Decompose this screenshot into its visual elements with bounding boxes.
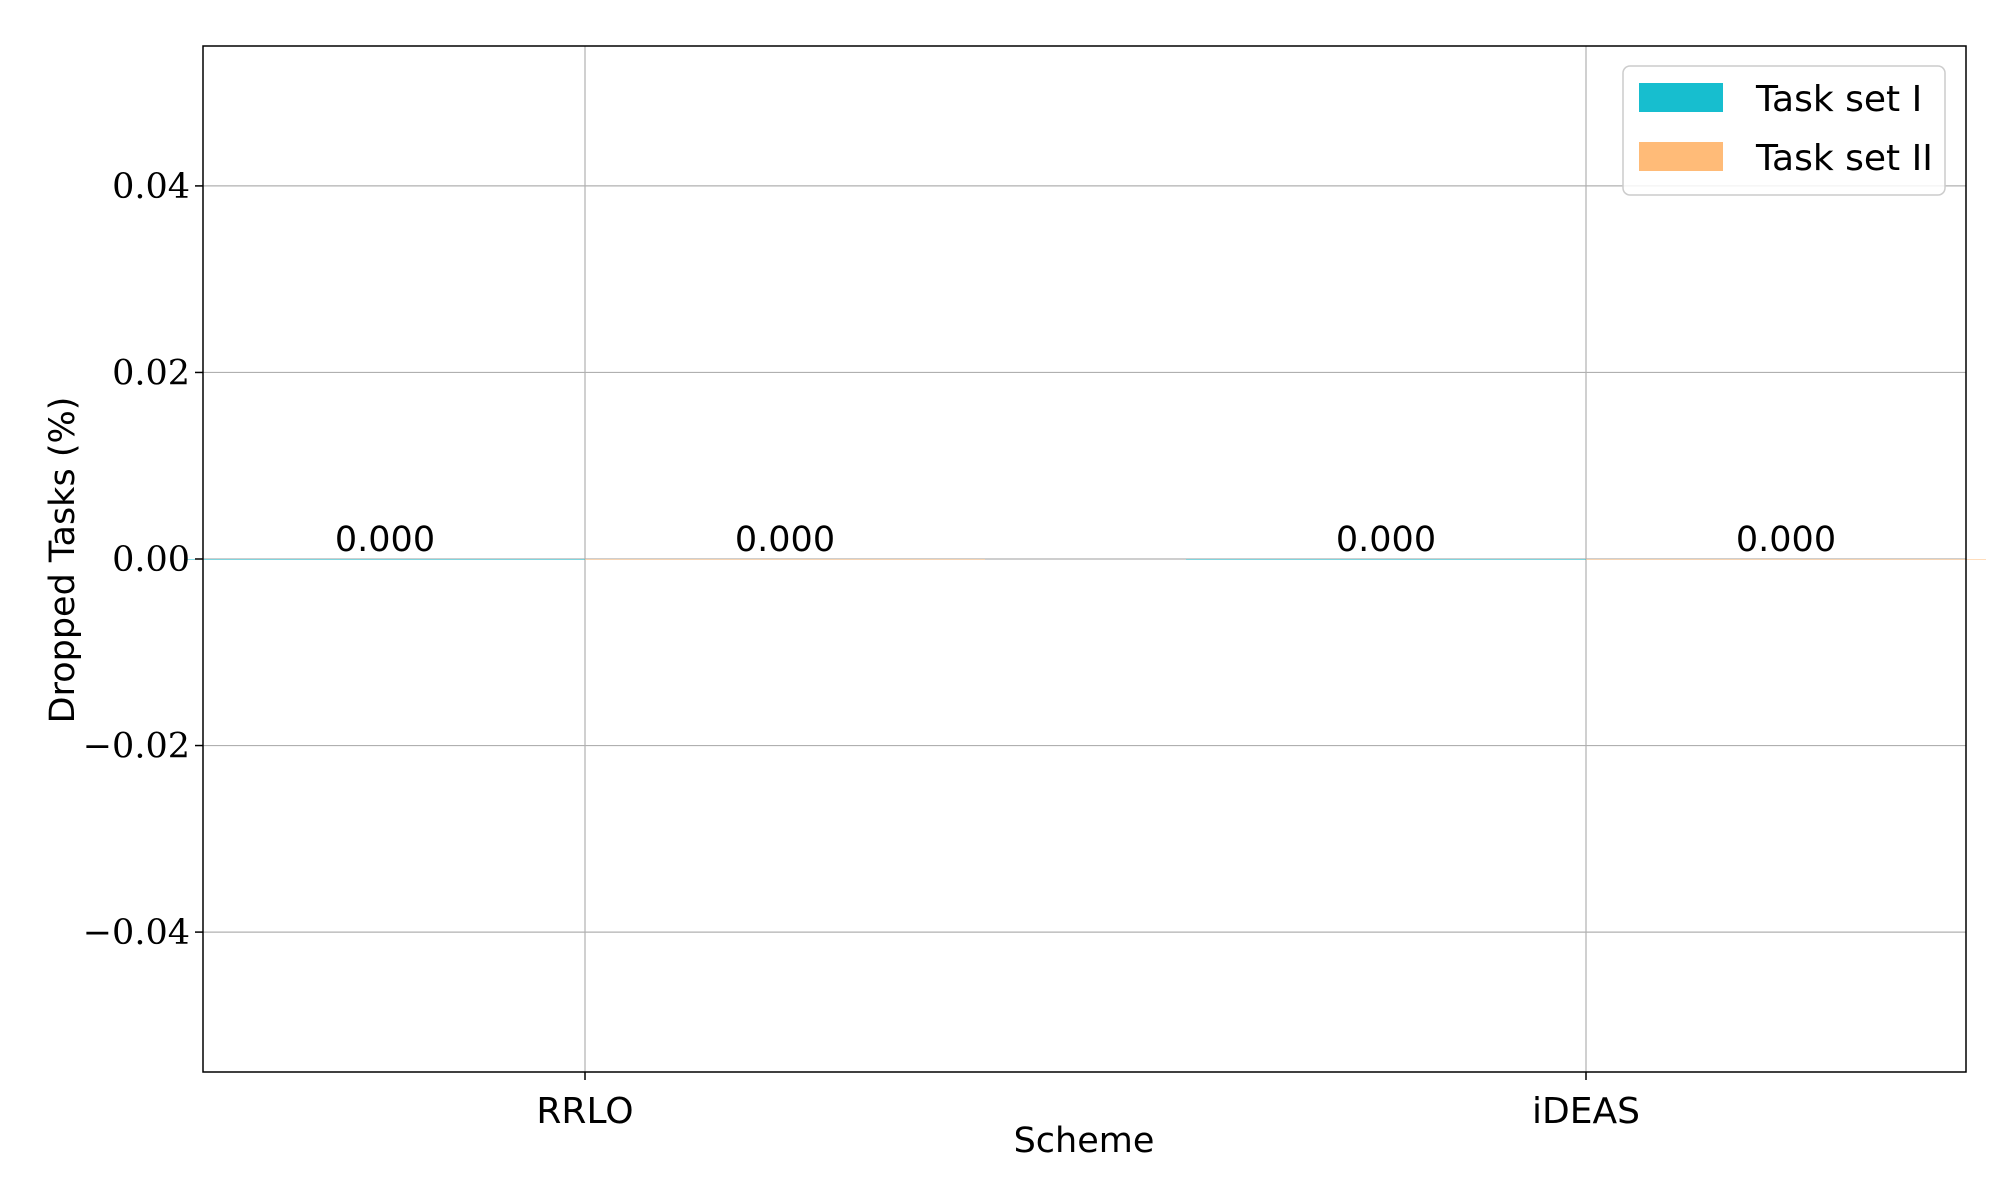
- data-label: 0.000: [1336, 520, 1436, 560]
- bar-task-set-i-ideas: [1186, 559, 1586, 560]
- data-label: 0.000: [1736, 520, 1836, 560]
- legend: Task set I Task set II: [1622, 65, 1946, 196]
- legend-swatch-task-set-i: [1639, 83, 1723, 112]
- legend-swatch-task-set-ii: [1639, 142, 1723, 171]
- bar-task-set-i-rrlo: [185, 559, 585, 560]
- data-label: 0.000: [335, 520, 435, 560]
- bar-task-set-ii-ideas: [1586, 559, 1986, 560]
- bars-layer: [185, 559, 1986, 560]
- x-tick-label: iDEAS: [1532, 1091, 1640, 1132]
- y-tick-label: −0.04: [83, 913, 190, 953]
- bar-task-set-ii-rrlo: [585, 559, 985, 560]
- y-tick-label: 0.04: [112, 167, 190, 207]
- y-tick-label: 0.02: [112, 353, 190, 393]
- x-axis-label: Scheme: [1014, 1121, 1155, 1161]
- y-tick-label: 0.00: [112, 540, 190, 580]
- y-axis-label: Dropped Tasks (%): [43, 397, 83, 724]
- legend-label-task-set-i: Task set I: [1755, 79, 1922, 120]
- x-axis-ticks: RRLO iDEAS: [536, 1072, 1640, 1132]
- y-tick-label: −0.02: [83, 727, 190, 767]
- data-label: 0.000: [735, 520, 835, 560]
- data-labels-layer: 0.000 0.000 0.000 0.000: [335, 520, 1836, 560]
- x-tick-label: RRLO: [536, 1091, 633, 1132]
- legend-label-task-set-ii: Task set II: [1755, 138, 1933, 179]
- y-axis-ticks: −0.04 −0.02 0.00 0.02 0.04: [83, 167, 203, 953]
